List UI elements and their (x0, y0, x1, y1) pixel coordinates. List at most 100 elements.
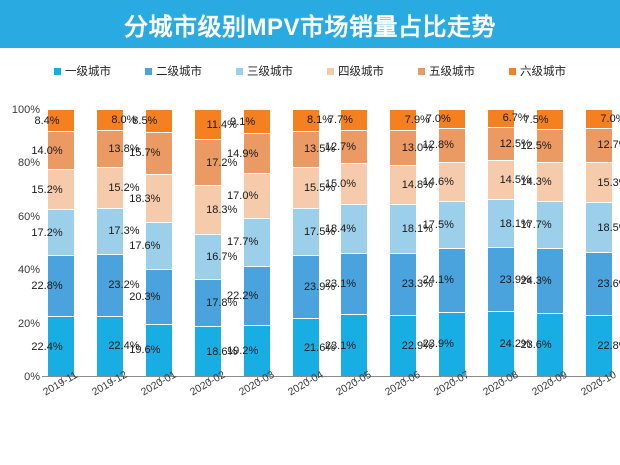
bar-segment[interactable]: 15.7% (129, 132, 172, 175)
bar-segment[interactable]: 7.9% (390, 110, 430, 132)
bar-segment[interactable]: 15.3% (585, 162, 620, 204)
bar-segment[interactable]: 23.6% (585, 252, 620, 316)
bar-segment[interactable]: 7.0% (585, 110, 620, 129)
bar-segment[interactable]: 22.9% (390, 315, 433, 377)
legend-item-2[interactable]: 二级城市 (145, 63, 202, 79)
plot-area: 8.4% 14.0% 15.2% 17.2% 22.8% 22.4% 8.0% 13.8% 15… (31, 110, 620, 382)
legend-item-3[interactable]: 三级城市 (236, 63, 293, 79)
bar-segment[interactable]: 15.2% (96, 168, 140, 209)
bar-segment[interactable]: 7.5% (524, 110, 564, 131)
bar-segment[interactable]: 8.5% (132, 110, 172, 133)
bar-segment-value-label: 23.6% (597, 277, 620, 290)
legend-item-4[interactable]: 四级城市 (327, 63, 384, 79)
bar-segment[interactable]: 23.3% (390, 253, 433, 316)
bar-segment[interactable]: 12.5% (520, 130, 564, 164)
bar-segment[interactable]: 8.1% (292, 110, 332, 132)
x-axis-tick (207, 377, 209, 382)
bar-segment[interactable]: 23.9% (423, 312, 466, 377)
bar-column-2020-02[interactable]: 11.4% 17.2% 18.3% 16.7% 17.8% 18.6% (194, 110, 237, 377)
bar-segment[interactable]: 17.2% (31, 210, 74, 257)
bar-segment[interactable]: 22.8% (31, 256, 74, 318)
bar-segment[interactable]: 7.7% (328, 110, 368, 131)
bar-segment[interactable]: 18.5% (585, 203, 620, 253)
bar-segment[interactable]: 24.1% (423, 248, 466, 313)
bar-segment[interactable]: 18.6% (194, 327, 237, 377)
bar-segment[interactable]: 22.4% (31, 317, 74, 377)
page-title: 分城市级别MPV市场销量占比走势 (123, 13, 496, 41)
bar-segment[interactable]: 18.1% (488, 199, 531, 249)
legend-item-1[interactable]: 一级城市 (54, 63, 111, 79)
bar-segment[interactable]: 15.5% (292, 167, 335, 209)
bar-segment[interactable]: 15.0% (325, 164, 368, 205)
bar-segment[interactable]: 17.0% (227, 174, 270, 220)
bar-segment[interactable]: 16.7% (194, 235, 237, 280)
bar-segment[interactable]: 12.7% (585, 128, 620, 163)
bar-segment[interactable]: 14.8% (390, 165, 433, 206)
bar-segment[interactable]: 17.8% (194, 279, 237, 328)
bar-segment[interactable]: 24.3% (520, 248, 564, 314)
bar-segment[interactable]: 14.0% (31, 132, 74, 170)
bar-column-2020-03[interactable]: 9.1% 14.9% 17.0% 17.7% 22.2% 19.2% (227, 110, 270, 378)
bar-segment[interactable]: 17.5% (423, 201, 466, 249)
bar-segment[interactable]: 9.1% (230, 110, 270, 135)
bar-segment[interactable]: 23.6% (520, 313, 564, 377)
bar-segment[interactable]: 21.6% (292, 319, 335, 377)
bar-segment-value-label: 15.7% (129, 147, 161, 160)
bar-segment[interactable]: 8.0% (96, 110, 136, 132)
bar-segment[interactable]: 22.4% (96, 316, 140, 377)
bar-segment-value-label: 20.3% (129, 291, 161, 304)
bar-column-2020-09[interactable]: 7.5% 12.5% 14.3% 17.7% 24.3% 23.6% (520, 110, 564, 377)
bar-segment[interactable]: 14.3% (520, 163, 564, 202)
bar-column-2019-11[interactable]: 8.4% 14.0% 15.2% 17.2% 22.8% 22.4% (31, 110, 74, 377)
bar-segment[interactable]: 18.3% (129, 174, 172, 224)
bar-segment[interactable]: 8.4% (34, 110, 74, 133)
bar-column-2020-10[interactable]: 7.0% 12.7% 15.3% 18.5% 23.6% 22.8% (585, 110, 620, 377)
bar-segment[interactable]: 17.7% (520, 201, 564, 249)
bar-segment[interactable]: 23.9% (488, 248, 531, 313)
bar-column-2020-06[interactable]: 7.9% 13.0% 14.8% 18.1% 23.3% 22.9% (390, 110, 433, 377)
bar-column-2020-08[interactable]: 6.7% 12.5% 14.5% 18.1% 23.9% 24.2% (488, 110, 531, 377)
bar-segment[interactable]: 22.8% (585, 315, 620, 377)
bar-segment[interactable]: 17.6% (129, 223, 172, 271)
bar-segment-value-label: 17.5% (303, 225, 336, 238)
bar-segment[interactable]: 23.1% (325, 253, 368, 316)
bar-column-2020-05[interactable]: 7.7% 12.7% 15.0% 18.4% 23.1% 23.1% (325, 110, 368, 377)
bar-segment[interactable]: 17.3% (96, 208, 140, 255)
bar-segment[interactable]: 13.8% (96, 131, 140, 169)
bar-segment[interactable]: 12.5% (488, 127, 531, 162)
bar-segment[interactable]: 6.7% (488, 110, 528, 128)
bar-segment[interactable]: 13.5% (292, 131, 335, 168)
bar-segment[interactable]: 7.0% (426, 110, 466, 129)
bar-segment[interactable]: 17.7% (227, 219, 270, 267)
bar-segment[interactable]: 14.9% (227, 134, 270, 175)
bar-segment[interactable]: 20.3% (129, 270, 172, 325)
bar-segment[interactable]: 12.7% (325, 130, 368, 165)
bar-segment[interactable]: 24.2% (488, 312, 531, 377)
bar-segment[interactable]: 19.2% (227, 325, 270, 378)
legend-item-5[interactable]: 五级城市 (418, 63, 475, 79)
bar-segment[interactable]: 18.4% (325, 204, 368, 254)
bar-segment[interactable]: 14.5% (488, 161, 531, 200)
bar-segment[interactable]: 18.3% (194, 186, 237, 236)
bar-segment[interactable]: 18.1% (390, 205, 433, 254)
bar-column-2020-01[interactable]: 8.5% 15.7% 18.3% 17.6% 20.3% 19.6% (129, 110, 172, 377)
bar-segment[interactable]: 15.2% (31, 169, 74, 211)
bar-column-2020-07[interactable]: 7.0% 12.8% 14.6% 17.5% 24.1% 23.9% (423, 110, 466, 377)
bar-segment[interactable]: 14.6% (423, 162, 466, 202)
bar-segment[interactable]: 17.5% (292, 208, 335, 256)
bar-segment-value-label: 13.5% (303, 143, 336, 156)
bar-column-2019-12[interactable]: 8.0% 13.8% 15.2% 17.3% 23.2% 22.4% (96, 110, 140, 377)
bar-segment[interactable]: 12.8% (423, 128, 466, 163)
bar-segment[interactable]: 19.6% (129, 324, 172, 377)
bar-segment-value-label: 14.0% (31, 144, 63, 157)
x-axis-tick (158, 377, 160, 382)
bar-segment[interactable]: 11.4% (194, 110, 237, 141)
bar-segment[interactable]: 22.2% (227, 266, 270, 326)
bar-segment[interactable]: 23.2% (96, 254, 140, 317)
legend-item-6[interactable]: 六级城市 (509, 63, 566, 79)
bar-segment[interactable]: 23.1% (325, 315, 368, 377)
bar-segment[interactable]: 13.0% (390, 131, 433, 166)
bar-column-2020-04[interactable]: 8.1% 13.5% 15.5% 17.5% 23.9% 21.6% (292, 110, 335, 377)
bar-segment[interactable]: 17.2% (194, 140, 237, 187)
bar-segment[interactable]: 23.9% (292, 255, 335, 320)
